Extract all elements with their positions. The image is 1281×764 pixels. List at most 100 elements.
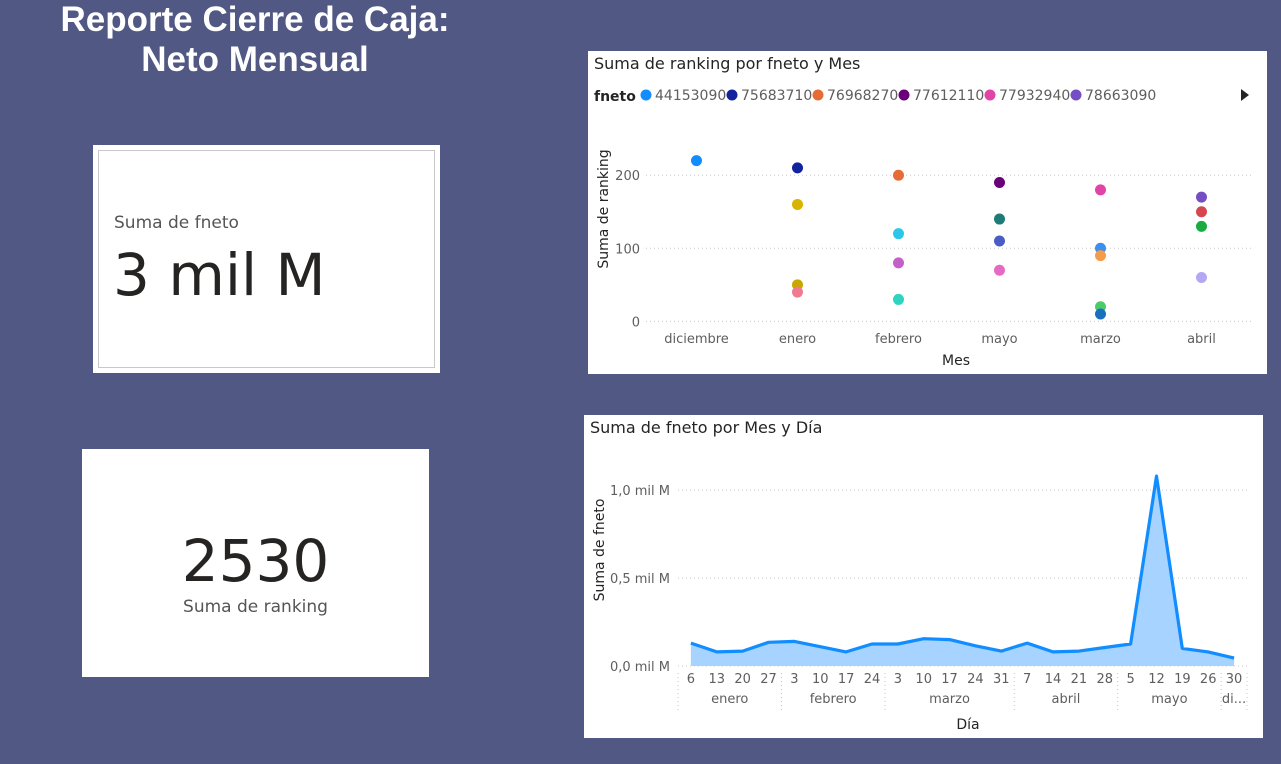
legend-marker: [812, 89, 824, 101]
scatter-point[interactable]: [994, 177, 1005, 189]
legend-item-77932940[interactable]: 77932940: [984, 88, 1071, 104]
area-x-month-label: marzo: [929, 692, 970, 707]
area-y-axis-label: Suma de fneto: [592, 499, 608, 602]
scatter-x-ticks: diciembre enero febrero mayo marzo abril: [664, 332, 1216, 347]
legend-label: 75683710: [741, 88, 812, 104]
area-x-day-label: 26: [1200, 672, 1217, 687]
area-x-day-label: 24: [864, 672, 881, 687]
legend-item-78663090[interactable]: 78663090: [1070, 88, 1157, 104]
area-x-day-label: 20: [734, 672, 751, 687]
scatter-y-tick-label: 0: [632, 315, 640, 330]
legend-item-75683710[interactable]: 75683710: [726, 88, 813, 104]
legend-label: 77612110: [913, 88, 984, 104]
scatter-point[interactable]: [994, 213, 1005, 225]
area-y-ticks: 0,0 mil M 0,5 mil M 1,0 mil M: [610, 484, 670, 675]
scatter-point[interactable]: [994, 235, 1005, 247]
area-chart: Suma de fneto por Mes y Día 0,0 mil M 0,5…: [590, 418, 1248, 733]
scatter-x-tick-label: enero: [779, 332, 816, 347]
legend-marker: [726, 89, 738, 101]
scatter-points: [691, 155, 1207, 320]
scatter-y-axis-label: Suma de ranking: [596, 149, 612, 268]
area-x-day-label: 17: [941, 672, 958, 687]
scatter-chart-title: Suma de ranking por fneto y Mes: [594, 54, 860, 73]
area-x-day-label: 10: [915, 672, 932, 687]
kpi-fneto-label: Suma de fneto: [114, 213, 239, 233]
area-x-day-label: 24: [967, 672, 984, 687]
area-x-day-label: 5: [1126, 672, 1134, 687]
area-x-month-label: abril: [1052, 692, 1081, 707]
area-line[interactable]: [690, 474, 1235, 660]
scatter-gridlines: [646, 174, 1252, 322]
scatter-point[interactable]: [792, 198, 803, 210]
area-x-day-label: 21: [1071, 672, 1088, 687]
legend-next-arrow-icon[interactable]: [1241, 89, 1249, 101]
legend-item-44153090[interactable]: 44153090: [640, 88, 727, 104]
scatter-point[interactable]: [1196, 191, 1207, 203]
legend-item-77612110[interactable]: 77612110: [898, 88, 985, 104]
scatter-y-tick-label: 100: [615, 242, 640, 257]
scatter-x-tick-label: mayo: [981, 332, 1017, 347]
area-series: [690, 474, 1235, 666]
area-x-day-label: 27: [760, 672, 777, 687]
area-x-month-label: febrero: [810, 692, 857, 707]
area-x-day-label: 17: [838, 672, 855, 687]
kpi-card-ranking[interactable]: 2530 Suma de ranking: [82, 449, 429, 677]
legend-title: fneto: [594, 89, 636, 105]
scatter-chart: Suma de ranking por fneto y Mes fneto 44…: [594, 54, 1252, 369]
scatter-point[interactable]: [1196, 272, 1207, 284]
area-x-day-label: 14: [1045, 672, 1062, 687]
legend-marker: [640, 89, 652, 101]
scatter-point[interactable]: [1196, 206, 1207, 218]
area-chart-panel[interactable]: Suma de fneto por Mes y Día 0,0 mil M 0,5…: [584, 415, 1263, 738]
scatter-x-tick-label: marzo: [1080, 332, 1121, 347]
area-x-axis-label: Día: [956, 717, 979, 733]
area-x-ticks: 6 13 20 27 3 10 17 24 3 10 17 24 31 7 14 21 28 5 12 19 26 30 e…: [677, 672, 1248, 711]
scatter-y-ticks: 0 100 200: [615, 169, 640, 330]
kpi-fneto-value: 3 mil M: [113, 241, 326, 309]
scatter-point[interactable]: [792, 286, 803, 298]
kpi-card-border: Suma de fneto 3 mil M: [98, 150, 435, 368]
area-y-tick-label: 1,0 mil M: [610, 484, 670, 499]
area-x-day-label: 6: [687, 672, 695, 687]
legend-label: 76968270: [827, 88, 898, 104]
scatter-x-tick-label: diciembre: [664, 332, 729, 347]
scatter-x-tick-label: abril: [1187, 332, 1216, 347]
area-x-month-label: enero: [711, 692, 748, 707]
area-x-day-label: 19: [1174, 672, 1191, 687]
legend-label: 44153090: [655, 88, 726, 104]
kpi-ranking-value: 2530: [181, 527, 330, 595]
legend-item-76968270[interactable]: 76968270: [812, 88, 899, 104]
area-x-day-label: 12: [1148, 672, 1165, 687]
area-x-day-label: 7: [1023, 672, 1031, 687]
area-chart-title: Suma de fneto por Mes y Día: [590, 418, 822, 437]
scatter-point[interactable]: [893, 293, 904, 305]
area-x-day-label: 28: [1096, 672, 1113, 687]
scatter-point[interactable]: [893, 257, 904, 269]
scatter-point[interactable]: [792, 162, 803, 174]
area-x-day-label: 13: [709, 672, 726, 687]
legend-marker: [984, 89, 996, 101]
legend-marker: [898, 89, 910, 101]
scatter-point[interactable]: [893, 169, 904, 181]
scatter-point[interactable]: [691, 155, 702, 167]
area-x-day-label: 3: [790, 672, 798, 687]
scatter-point[interactable]: [994, 264, 1005, 276]
area-x-day-label: 30: [1226, 672, 1243, 687]
scatter-chart-panel[interactable]: Suma de ranking por fneto y Mes fneto 44…: [588, 51, 1267, 374]
legend-label: 77932940: [999, 88, 1070, 104]
kpi-ranking-label: Suma de ranking: [183, 597, 328, 617]
scatter-point[interactable]: [1095, 184, 1106, 196]
area-y-tick-label: 0,0 mil M: [610, 660, 670, 675]
area-x-month-label: di...: [1222, 692, 1246, 707]
page-title-line2: Neto Mensual: [141, 40, 369, 79]
scatter-point[interactable]: [1095, 308, 1106, 320]
legend-label: 78663090: [1085, 88, 1156, 104]
page-title: Reporte Cierre de Caja: Neto Mensual: [20, 0, 490, 80]
scatter-legend: 44153090 75683710 76968270 77612110 77932940…: [640, 88, 1157, 104]
kpi-card-fneto[interactable]: Suma de fneto 3 mil M: [93, 145, 440, 373]
legend-marker: [1070, 89, 1082, 101]
area-fill: [690, 476, 1235, 666]
scatter-point[interactable]: [1095, 250, 1106, 262]
scatter-point[interactable]: [893, 228, 904, 240]
scatter-point[interactable]: [1196, 220, 1207, 232]
